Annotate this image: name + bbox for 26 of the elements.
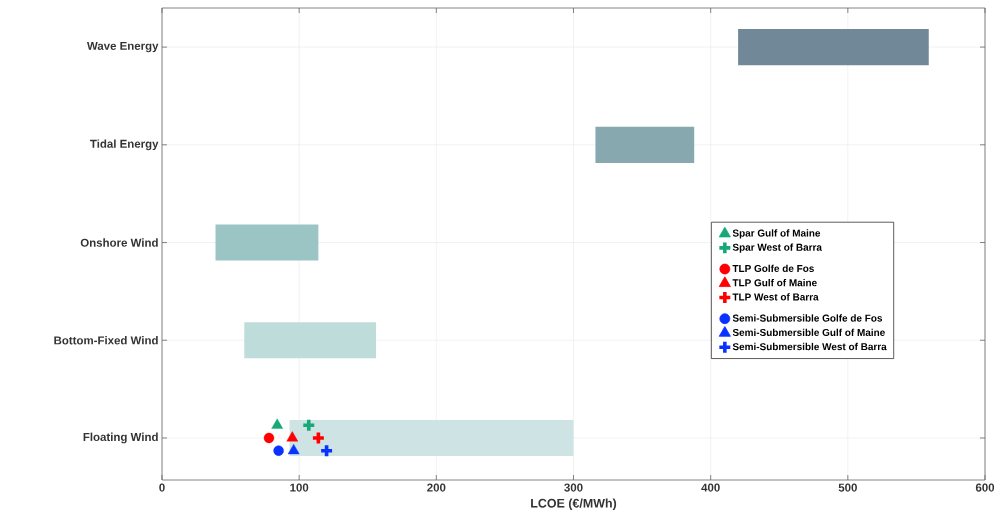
bar [738, 29, 929, 66]
legend-label: TLP Gulf of Maine [732, 279, 817, 287]
y-tick-label: Onshore Wind [80, 238, 158, 247]
y-tick-label: Floating Wind [83, 432, 158, 444]
legend-label: Semi-Submersible Golfe de Fos [732, 314, 883, 322]
bar [244, 322, 376, 359]
x-axis-title: LCOE (€/MWh) [531, 498, 617, 511]
x-tick-label: 600 [975, 483, 995, 492]
legend-label: Semi-Submersible Gulf of Maine [732, 328, 885, 336]
x-tick-label: 500 [838, 483, 857, 492]
x-tick-label: 0 [159, 483, 165, 492]
x-tick-label: 100 [290, 483, 309, 492]
legend-label: TLP Golfe de Fos [732, 264, 814, 272]
x-tick-label: 200 [427, 483, 446, 492]
legend-label: Semi-Submersible West of Barra [732, 342, 887, 351]
legend-label: Spar Gulf of Maine [732, 229, 821, 239]
y-tick-label: Bottom-Fixed Wind [54, 336, 158, 345]
y-tick-label: Wave Energy [86, 41, 159, 53]
y-tick-label: Tidal Energy [90, 139, 159, 151]
legend-label: TLP West of Barra [732, 293, 819, 301]
bar [215, 224, 319, 261]
x-tick-label: 400 [701, 483, 720, 492]
legend-label: Spar West of Barra [732, 243, 822, 253]
bar [595, 126, 695, 163]
x-tick-label: 300 [564, 483, 583, 492]
bar [289, 419, 574, 457]
